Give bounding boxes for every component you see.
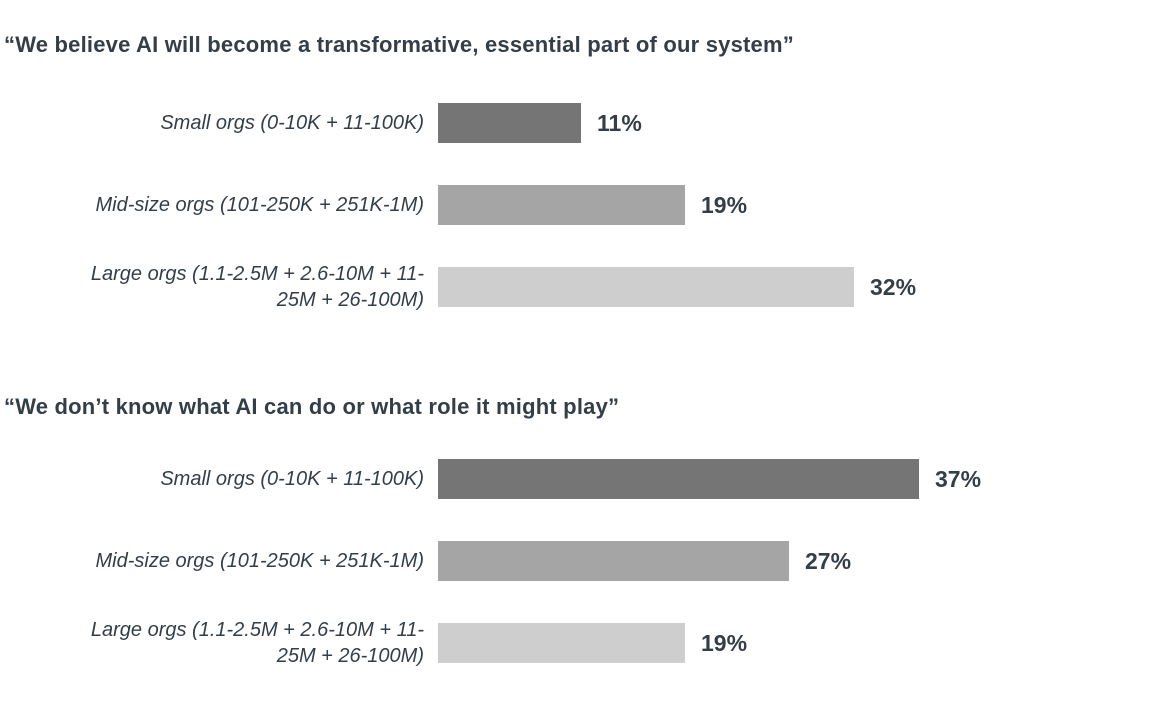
report-page: “We believe AI will become a transformat… — [0, 31, 1152, 684]
chart-title: “We believe AI will become a transformat… — [4, 32, 794, 57]
bar-row: Small orgs (0-10K + 11-100K) 37% — [0, 438, 1152, 520]
value-label: 19% — [701, 191, 748, 218]
value-label: 37% — [935, 465, 982, 492]
category-label: Small orgs (0-10K + 11-100K) — [160, 468, 424, 490]
value-label: 11% — [597, 109, 642, 136]
category-label: Large orgs (1.1-2.5M + 2.6-10M + 11-25M … — [90, 263, 424, 311]
bar-row: Mid-size orgs (101-250K + 251K-1M) 27% — [0, 520, 1152, 602]
category-label: Small orgs (0-10K + 11-100K) — [160, 112, 424, 134]
bar — [438, 185, 685, 225]
category-label: Mid-size orgs (101-250K + 251K-1M) — [95, 550, 424, 572]
category-label: Large orgs (1.1-2.5M + 2.6-10M + 11-25M … — [90, 619, 424, 667]
value-label: 27% — [805, 547, 852, 574]
bar-rows: Small orgs (0-10K + 11-100K) 37% Mid-siz… — [0, 438, 1152, 684]
chart-believe-ai-transformative: “We believe AI will become a transformat… — [0, 31, 1152, 328]
value-label: 32% — [870, 273, 917, 300]
bar — [438, 623, 685, 663]
bar — [438, 459, 919, 499]
chart-dont-know-ai: “We don’t know what AI can do or what ro… — [0, 393, 1152, 684]
bar — [438, 541, 789, 581]
category-label: Mid-size orgs (101-250K + 251K-1M) — [95, 194, 424, 216]
bar-row: Large orgs (1.1-2.5M + 2.6-10M + 11-25M … — [0, 602, 1152, 684]
bar-row: Mid-size orgs (101-250K + 251K-1M) 19% — [0, 164, 1152, 246]
value-label: 19% — [701, 629, 748, 656]
chart-title: “We don’t know what AI can do or what ro… — [4, 394, 620, 419]
bar-row: Small orgs (0-10K + 11-100K) 11% — [0, 82, 1152, 164]
bar — [438, 267, 854, 307]
bar — [438, 103, 581, 143]
bar-rows: Small orgs (0-10K + 11-100K) 11% Mid-siz… — [0, 82, 1152, 328]
bar-row: Large orgs (1.1-2.5M + 2.6-10M + 11-25M … — [0, 246, 1152, 328]
